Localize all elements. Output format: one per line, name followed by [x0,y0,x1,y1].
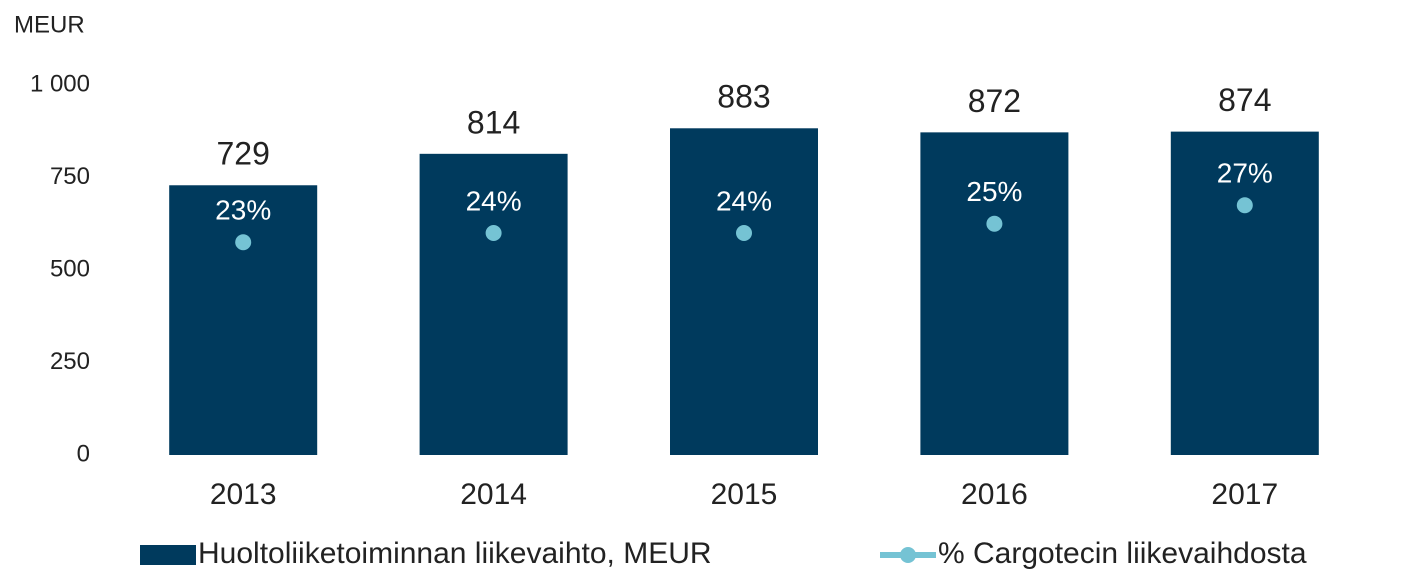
x-tick-label: 2014 [460,478,527,511]
bar [419,153,568,455]
legend-swatch [140,545,196,565]
bar-value-label: 729 [217,136,270,172]
y-tick-label: 0 [77,440,90,467]
y-tick-label: 500 [50,255,90,282]
bar [920,132,1069,456]
legend-label: % Cargotecin liikevaihdosta [938,537,1307,570]
line-value-label: 24% [716,185,772,216]
y-tick-label: 1 000 [30,70,90,97]
line-point [485,225,502,241]
line-value-label: 23% [215,195,271,226]
y-tick-label: 250 [50,348,90,375]
bar-value-label: 874 [1218,82,1271,118]
y-axis-label: MEUR [14,11,85,38]
line-point [1236,197,1253,214]
bar [169,185,318,455]
bar [670,128,818,456]
line-value-label: 24% [466,185,522,216]
bar-value-label: 814 [467,104,520,140]
x-tick-label: 2015 [711,478,778,511]
line-point [235,234,252,251]
y-tick-label: 750 [50,163,90,190]
bar-value-label: 883 [717,79,770,115]
line-value-label: 25% [966,176,1022,207]
line-point [736,225,752,241]
bar [1170,131,1319,455]
x-tick-label: 2013 [210,478,277,511]
legend-marker [900,547,916,563]
legend-label: Huoltoliiketoiminnan liikevaihto, MEUR [198,537,712,570]
line-point [986,215,1003,232]
line-value-label: 27% [1217,158,1273,189]
x-tick-label: 2017 [1211,478,1278,511]
x-tick-label: 2016 [961,478,1028,511]
bar-value-label: 872 [968,83,1021,119]
